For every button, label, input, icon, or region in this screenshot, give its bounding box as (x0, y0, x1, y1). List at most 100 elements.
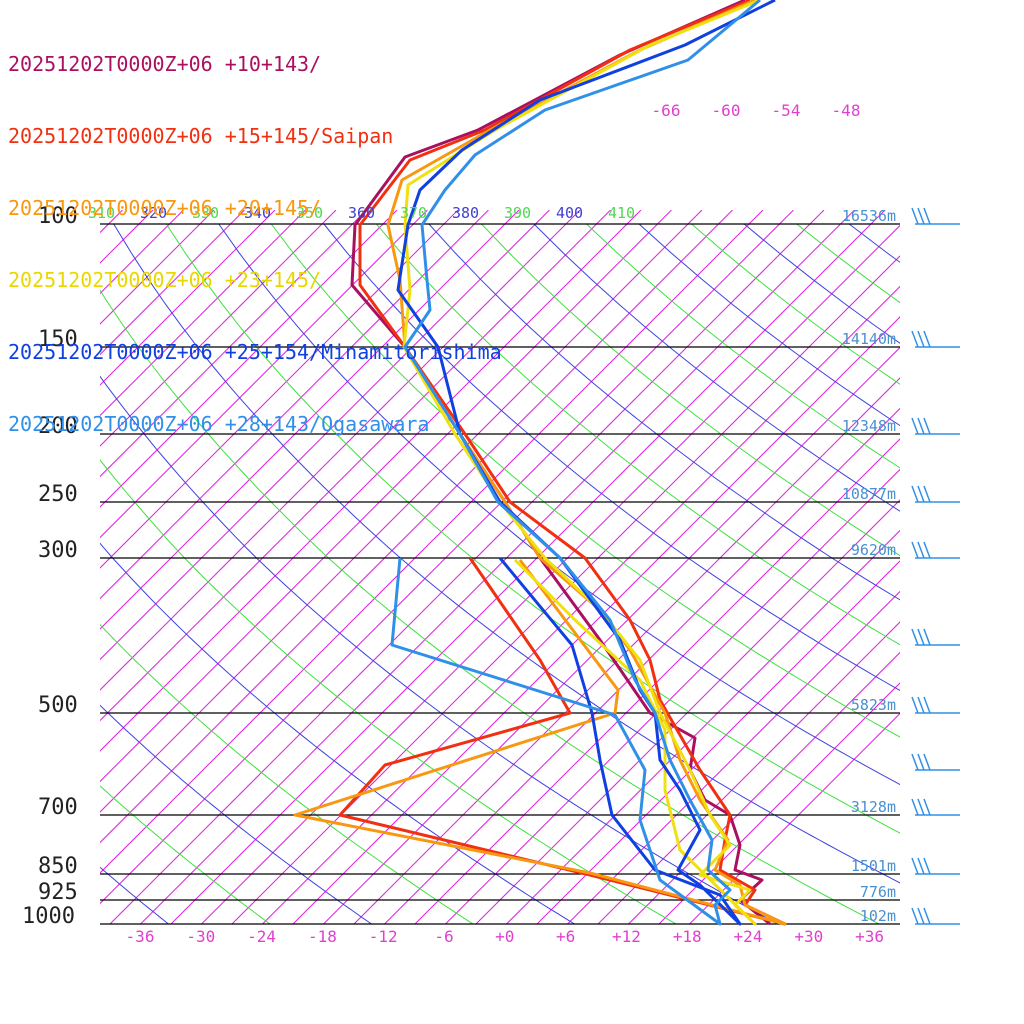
isotherm-line (100, 210, 489, 600)
height-label: 9620m (851, 541, 896, 559)
pressure-tick-label: 100 (38, 204, 78, 229)
height-label: 776m (860, 883, 896, 901)
temperature-tick-label: -6 (434, 927, 453, 946)
wind-barb (911, 857, 960, 875)
theta-label: 400 (556, 204, 583, 222)
wind-barb (911, 330, 960, 348)
isotherm-line (292, 316, 900, 924)
height-label: 5823m (851, 696, 896, 714)
height-label: 102m (860, 907, 896, 925)
isotherm-line (597, 621, 900, 924)
pressure-tick-label: 200 (38, 414, 78, 439)
wind-barb (911, 798, 960, 816)
dry-adiabat-line (902, 224, 1024, 924)
pressure-tick-label: 150 (38, 327, 78, 352)
dry-adiabat-line (796, 223, 900, 304)
temperature-tick-label: +0 (495, 927, 514, 946)
legend-entry: 20251202T0000Z+06 +23+145/ (8, 268, 322, 292)
dry-adiabat-line (428, 223, 900, 601)
wind-barb (911, 628, 960, 646)
isotherm-line (100, 210, 672, 783)
legend-entry: 20251202T0000Z+06 +15+145/Saipan (8, 124, 394, 148)
isotherm-line (445, 468, 900, 924)
theta-label: 350 (296, 204, 323, 222)
theta-label: 320 (140, 204, 167, 222)
wind-barb (911, 541, 960, 559)
temperature-tick-label: -48 (832, 101, 861, 120)
wind-barb (911, 417, 960, 435)
isotherm-line (689, 712, 900, 924)
isotherm-line (0, 210, 1, 924)
temperature-tick-label: +18 (673, 927, 702, 946)
isotherm-line (536, 560, 900, 924)
pressure-tick-label: 300 (38, 538, 78, 563)
theta-label: 370 (400, 204, 427, 222)
isotherm-line (140, 210, 855, 924)
isotherm-line (506, 529, 900, 924)
dry-adiabat-line (954, 224, 1024, 924)
isotherm-line (100, 210, 550, 661)
isotherm-line (658, 682, 900, 924)
isotherm-line (100, 210, 306, 417)
isotherm-line (100, 210, 611, 722)
isotherm-line (100, 210, 733, 844)
pressure-tick-label: 700 (38, 795, 78, 820)
sounding-trace (390, 0, 761, 926)
dry-adiabat-line (848, 223, 900, 263)
pressure-tick-label: 250 (38, 482, 78, 507)
pressure-tick-label: 925 (38, 880, 78, 905)
wind-barb (911, 753, 960, 771)
isotherm-line (100, 210, 428, 539)
isotherm-line (201, 224, 900, 924)
isotherm-line (414, 438, 900, 924)
height-label: 1501m (851, 857, 896, 875)
isotherm-line (323, 346, 900, 924)
dry-adiabat-line (533, 223, 900, 512)
wind-barbs (911, 207, 960, 925)
isotherm-line (100, 210, 459, 569)
legend-entry: 20251202T0000Z+06 +25+154/Minamitorishim… (8, 340, 502, 364)
theta-label: 380 (452, 204, 479, 222)
height-label: 3128m (851, 798, 896, 816)
isotherm-line (100, 210, 581, 691)
isotherm-line (567, 590, 900, 924)
temperature-tick-label: +30 (794, 927, 823, 946)
temperature-tick-label: -12 (369, 927, 398, 946)
temperature-tick-label: -24 (247, 927, 276, 946)
pressure-tick-label: 1000 (22, 904, 75, 929)
isotherm-line (100, 210, 764, 874)
height-label: 16536m (842, 207, 896, 225)
legend: 20251202T0000Z+06 +10+143/ 20251202T0000… (8, 4, 502, 460)
isotherm-line (100, 210, 367, 478)
sounding-profiles (293, 0, 787, 926)
sounding-trace (338, 0, 787, 926)
isotherm-line (100, 210, 794, 905)
isotherm-line (353, 377, 900, 924)
isotherm-line (100, 210, 276, 386)
sounding-trace (293, 0, 787, 926)
pressure-tick-label: 500 (38, 693, 78, 718)
isotherm-line (100, 210, 337, 447)
legend-entry: 20251202T0000Z+06 +20+145/ (8, 196, 322, 220)
pressure-tick-label: 850 (38, 854, 78, 879)
isotherm-line (100, 210, 642, 752)
temperature-tick-label: +36 (855, 927, 884, 946)
theta-label: 410 (608, 204, 635, 222)
temperature-tick-label: +12 (612, 927, 641, 946)
isotherm-line (628, 651, 900, 924)
height-label: 10877m (842, 485, 896, 503)
temperature-tick-label: -30 (186, 927, 215, 946)
theta-label: 340 (244, 204, 271, 222)
isotherm-line (262, 285, 900, 924)
isotherm-line (100, 210, 703, 813)
sounding-trace (350, 0, 771, 926)
legend-entry: 20251202T0000Z+06 +10+143/ (8, 52, 322, 76)
theta-label: 330 (192, 204, 219, 222)
wind-barb (911, 696, 960, 714)
legend-entry: 20251202T0000Z+06 +28+143/Ogasawara (8, 412, 430, 436)
temperature-tick-label: -54 (772, 101, 801, 120)
wind-barb (911, 907, 960, 925)
dry-adiabat-line (638, 223, 900, 427)
wind-barb (911, 485, 960, 503)
